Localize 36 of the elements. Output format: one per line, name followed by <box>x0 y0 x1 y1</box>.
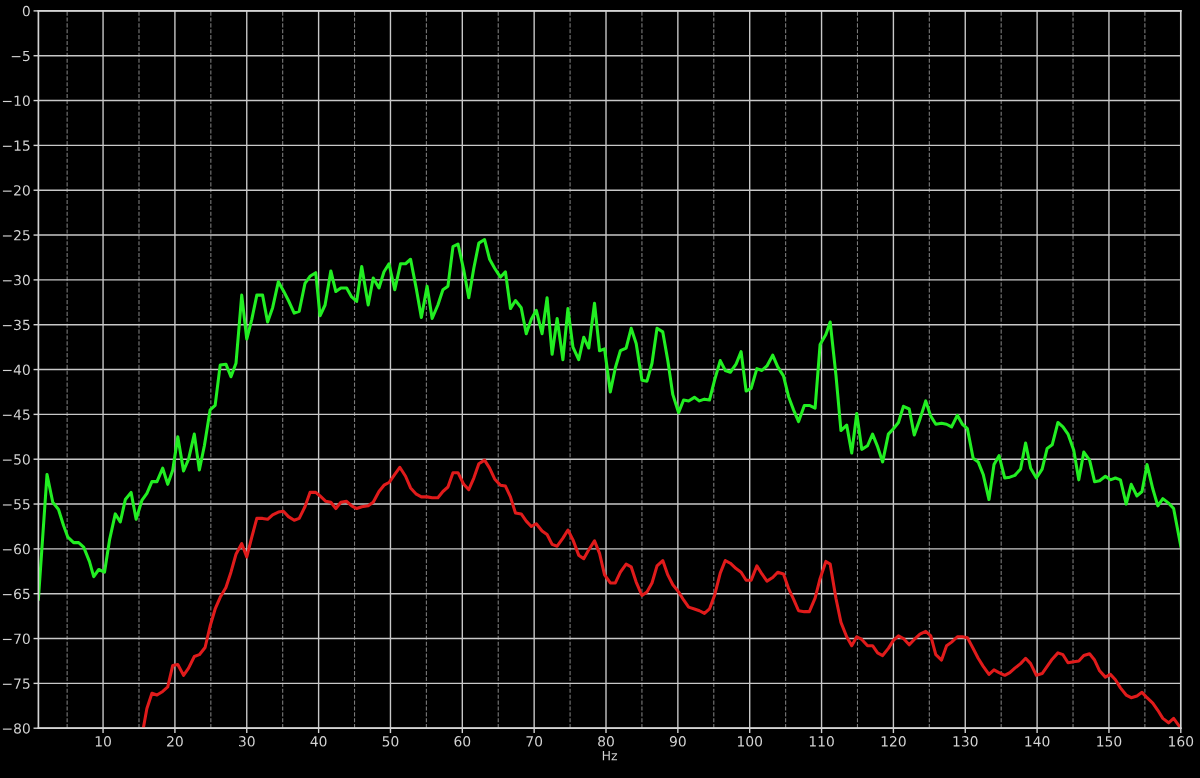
y-tick-label: −35 <box>2 319 30 331</box>
y-tick-label: −15 <box>2 140 30 151</box>
x-tick-label: 60 <box>454 736 471 747</box>
x-tick-label: 110 <box>809 736 834 747</box>
y-tick-label: −80 <box>2 723 30 734</box>
line-series <box>141 458 1181 729</box>
y-tick-label: −20 <box>2 185 30 196</box>
y-tick-label: −70 <box>2 633 30 645</box>
x-tick-label: 130 <box>953 736 978 747</box>
x-tick-label: 160 <box>1169 736 1194 747</box>
y-tick-label: −5 <box>11 50 30 62</box>
x-tick-label: 10 <box>95 736 111 747</box>
line-series <box>38 238 1181 601</box>
y-tick-label: −50 <box>2 454 30 465</box>
x-tick-label: 30 <box>238 736 255 747</box>
y-tick-label: −30 <box>2 274 30 286</box>
x-tick-label: 140 <box>1025 736 1050 747</box>
x-tick-label: 20 <box>167 736 183 747</box>
y-tick-label: −55 <box>2 499 30 510</box>
x-tick-label: 70 <box>526 736 543 747</box>
y-tick-label: −40 <box>2 364 30 376</box>
y-tick-label: −65 <box>2 588 30 600</box>
x-axis-title: Hz <box>602 751 618 761</box>
x-tick-label: 150 <box>1097 736 1122 747</box>
y-tick-label: −45 <box>2 409 30 420</box>
y-tick-label: −25 <box>2 230 30 241</box>
x-tick-label: 100 <box>737 736 763 747</box>
x-tick-label: 50 <box>382 736 399 747</box>
x-tick-label: 80 <box>598 736 614 747</box>
y-tick-label: −10 <box>2 95 30 107</box>
x-tick-label: 40 <box>310 736 327 747</box>
y-tick-label: −75 <box>2 678 30 689</box>
x-tick-label: 120 <box>881 736 906 747</box>
x-tick-label: 90 <box>669 736 686 747</box>
y-tick-label: −60 <box>2 543 30 555</box>
y-tick-label: 0 <box>22 5 30 17</box>
